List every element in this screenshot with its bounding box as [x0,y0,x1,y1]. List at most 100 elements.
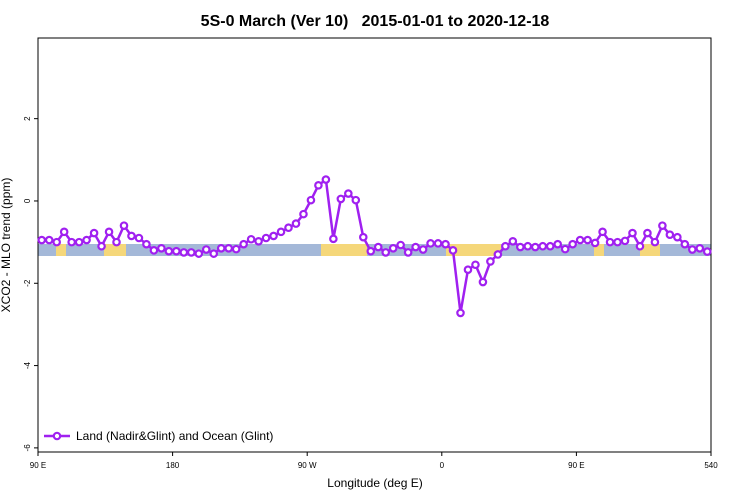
data-point [575,235,585,245]
data-point [560,244,570,254]
data-point [224,243,233,253]
data-point [201,245,211,254]
x-tick-label: 90 W [298,461,317,470]
data-point [172,246,181,256]
data-point [620,236,630,246]
data-point [583,235,592,245]
data-point [366,246,376,256]
data-point [568,239,577,249]
chart-title: 5S-0 March (Ver 10) 2015-01-01 to 2020-1… [201,13,550,30]
data-point [471,260,480,270]
data-point [665,230,675,240]
data-point [52,237,61,247]
data-point [246,234,256,244]
data-point [336,194,346,204]
data-point [658,221,667,230]
data-point [695,243,705,253]
data-point [538,241,548,251]
y-tick-label: -6 [23,444,32,452]
data-point [291,219,301,228]
data-point [119,221,129,230]
data-point [441,239,450,249]
data-point [373,242,383,252]
data-point [403,248,413,257]
data-point [82,235,91,245]
data-point [418,245,428,254]
data-point [486,257,495,266]
data-point [299,209,308,219]
data-point [44,235,54,245]
data-point [74,237,84,247]
data-point [673,232,682,242]
data-point [329,234,338,244]
data-point [613,237,622,247]
x-tick-label: 180 [166,461,180,470]
land-band [594,244,604,256]
data-point [463,265,473,274]
data-point [254,236,263,246]
data-point [516,242,525,252]
data-point [351,195,361,205]
data-point [276,227,286,237]
data-point [59,227,69,237]
data-point [231,244,241,254]
data-point [628,228,637,238]
land-band [446,244,501,256]
data-point [306,195,316,205]
data-point [605,237,615,247]
x-tick-label: 90 E [568,461,584,470]
data-point [67,237,76,247]
data-point [553,239,563,249]
data-point [142,239,151,249]
data-point [284,223,293,233]
data-point [508,236,518,246]
data-point [598,227,607,237]
data-point [314,181,323,190]
data-point [396,240,405,250]
data-point [456,308,465,318]
data-point [545,241,555,251]
data-point [388,243,398,253]
legend-label: Land (Nadir&Glint) and Ocean (Glint) [76,429,273,443]
data-point [179,248,189,257]
data-point [104,227,114,237]
x-tick-label: 0 [440,461,445,470]
data-point [164,246,174,256]
data-point [478,277,488,287]
data-point [112,237,121,247]
data-point [239,239,248,249]
data-point [269,231,278,241]
data-point [530,242,540,252]
data-point [635,241,645,251]
data-point [433,239,443,248]
data-point [643,228,652,238]
land-band [640,244,660,256]
land-band [321,244,367,256]
data-point [97,241,106,251]
y-axis-label: XCO2 - MLO trend (ppm) [0,178,13,313]
plot-frame [37,37,712,453]
land-band [104,244,126,256]
data-point [89,228,99,238]
y-tick-label: -4 [23,361,32,369]
data-point [344,189,353,198]
y-tick-label: -2 [23,279,32,287]
y-tick-label: 0 [23,198,32,203]
data-point [321,175,331,184]
data-point [411,242,420,252]
data-point [216,243,226,253]
data-point [186,248,196,257]
data-point [688,245,697,254]
data-point [157,243,166,253]
data-point [194,249,204,258]
y-tick-label: 2 [23,116,32,121]
legend-marker [52,431,62,441]
data-point [209,249,219,258]
x-axis-label: Longitude (deg E) [327,476,422,490]
data-point [426,239,435,248]
data-point [448,246,458,255]
data-point [149,246,159,255]
data-point [127,231,136,241]
data-point [358,232,368,242]
